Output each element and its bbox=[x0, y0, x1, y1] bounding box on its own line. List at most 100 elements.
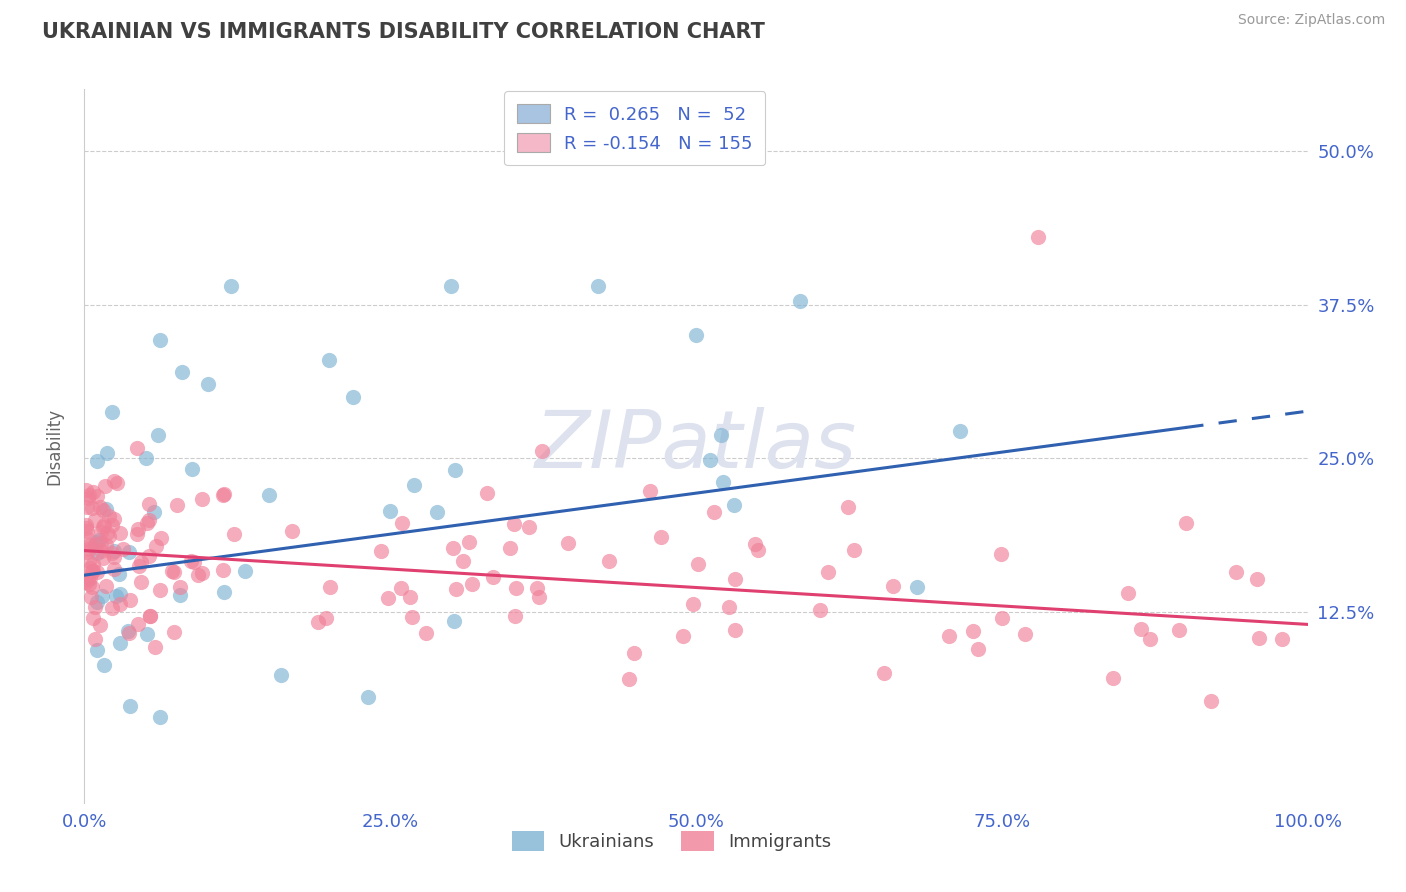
Point bbox=[104, 589, 127, 603]
Point bbox=[91, 503, 114, 517]
Point bbox=[127, 617, 149, 632]
Point bbox=[1247, 631, 1270, 645]
Point bbox=[1199, 694, 1222, 708]
Point bbox=[93, 517, 115, 532]
Point bbox=[91, 589, 114, 603]
Point bbox=[844, 543, 866, 558]
Point bbox=[744, 537, 766, 551]
Point bbox=[214, 487, 236, 501]
Point bbox=[190, 491, 212, 506]
Point bbox=[638, 483, 661, 498]
Point bbox=[187, 568, 209, 582]
Point bbox=[377, 591, 399, 605]
Point bbox=[112, 541, 135, 556]
Point bbox=[672, 629, 695, 643]
Point bbox=[86, 595, 108, 609]
Point bbox=[905, 580, 928, 594]
Point bbox=[90, 543, 112, 558]
Point bbox=[619, 673, 641, 687]
Point bbox=[224, 526, 246, 541]
Point bbox=[163, 625, 186, 640]
Point bbox=[686, 557, 709, 571]
Point bbox=[82, 500, 104, 515]
Point bbox=[219, 279, 242, 293]
Point bbox=[97, 529, 120, 543]
Point bbox=[598, 554, 620, 568]
Point bbox=[1130, 622, 1153, 636]
Point bbox=[710, 427, 733, 442]
Point bbox=[127, 527, 149, 541]
Point bbox=[391, 516, 413, 530]
Point bbox=[94, 538, 117, 552]
Point bbox=[108, 566, 131, 581]
Point bbox=[169, 588, 191, 602]
Point bbox=[557, 535, 579, 549]
Point bbox=[75, 574, 97, 589]
Point bbox=[837, 500, 859, 515]
Point bbox=[444, 462, 467, 476]
Point bbox=[79, 571, 101, 585]
Point bbox=[503, 609, 526, 624]
Point bbox=[212, 487, 235, 501]
Point bbox=[586, 279, 609, 293]
Point bbox=[103, 512, 125, 526]
Point bbox=[90, 525, 112, 540]
Point bbox=[83, 632, 105, 646]
Point bbox=[650, 530, 672, 544]
Point bbox=[747, 543, 769, 558]
Point bbox=[77, 533, 100, 547]
Point bbox=[235, 564, 257, 578]
Point bbox=[949, 425, 972, 439]
Point bbox=[503, 516, 526, 531]
Text: ZIPatlas: ZIPatlas bbox=[534, 407, 858, 485]
Point bbox=[89, 500, 111, 514]
Point bbox=[105, 475, 128, 490]
Point bbox=[148, 427, 170, 442]
Point bbox=[84, 537, 107, 551]
Point bbox=[160, 564, 183, 578]
Point bbox=[91, 520, 114, 534]
Point bbox=[451, 554, 474, 568]
Point bbox=[100, 601, 122, 615]
Point bbox=[96, 446, 118, 460]
Point bbox=[183, 555, 205, 569]
Point bbox=[1102, 671, 1125, 685]
Point bbox=[103, 544, 125, 558]
Point bbox=[93, 551, 115, 566]
Text: UKRAINIAN VS IMMIGRANTS DISABILITY CORRELATION CHART: UKRAINIAN VS IMMIGRANTS DISABILITY CORRE… bbox=[42, 22, 765, 42]
Point bbox=[342, 390, 364, 404]
Point bbox=[75, 521, 97, 535]
Point bbox=[80, 580, 103, 594]
Point bbox=[94, 579, 117, 593]
Point bbox=[138, 497, 160, 511]
Point bbox=[1167, 624, 1189, 638]
Point bbox=[131, 555, 153, 569]
Point bbox=[77, 572, 100, 586]
Point bbox=[357, 690, 380, 705]
Point bbox=[399, 591, 422, 605]
Point bbox=[699, 453, 721, 467]
Point bbox=[77, 541, 100, 556]
Point bbox=[426, 505, 449, 519]
Point bbox=[380, 504, 402, 518]
Point bbox=[131, 574, 153, 589]
Point bbox=[138, 513, 160, 527]
Point bbox=[966, 642, 988, 657]
Point bbox=[623, 647, 645, 661]
Point bbox=[703, 505, 725, 519]
Point bbox=[86, 490, 108, 504]
Point bbox=[127, 522, 149, 536]
Point bbox=[98, 509, 121, 524]
Point bbox=[101, 546, 124, 560]
Point bbox=[1174, 516, 1197, 531]
Point bbox=[118, 626, 141, 640]
Point bbox=[873, 666, 896, 681]
Point bbox=[125, 441, 148, 455]
Point bbox=[499, 541, 522, 555]
Point bbox=[682, 597, 704, 611]
Point bbox=[197, 376, 219, 391]
Point bbox=[89, 618, 111, 632]
Point bbox=[526, 581, 548, 595]
Point bbox=[517, 520, 540, 534]
Point bbox=[136, 627, 159, 641]
